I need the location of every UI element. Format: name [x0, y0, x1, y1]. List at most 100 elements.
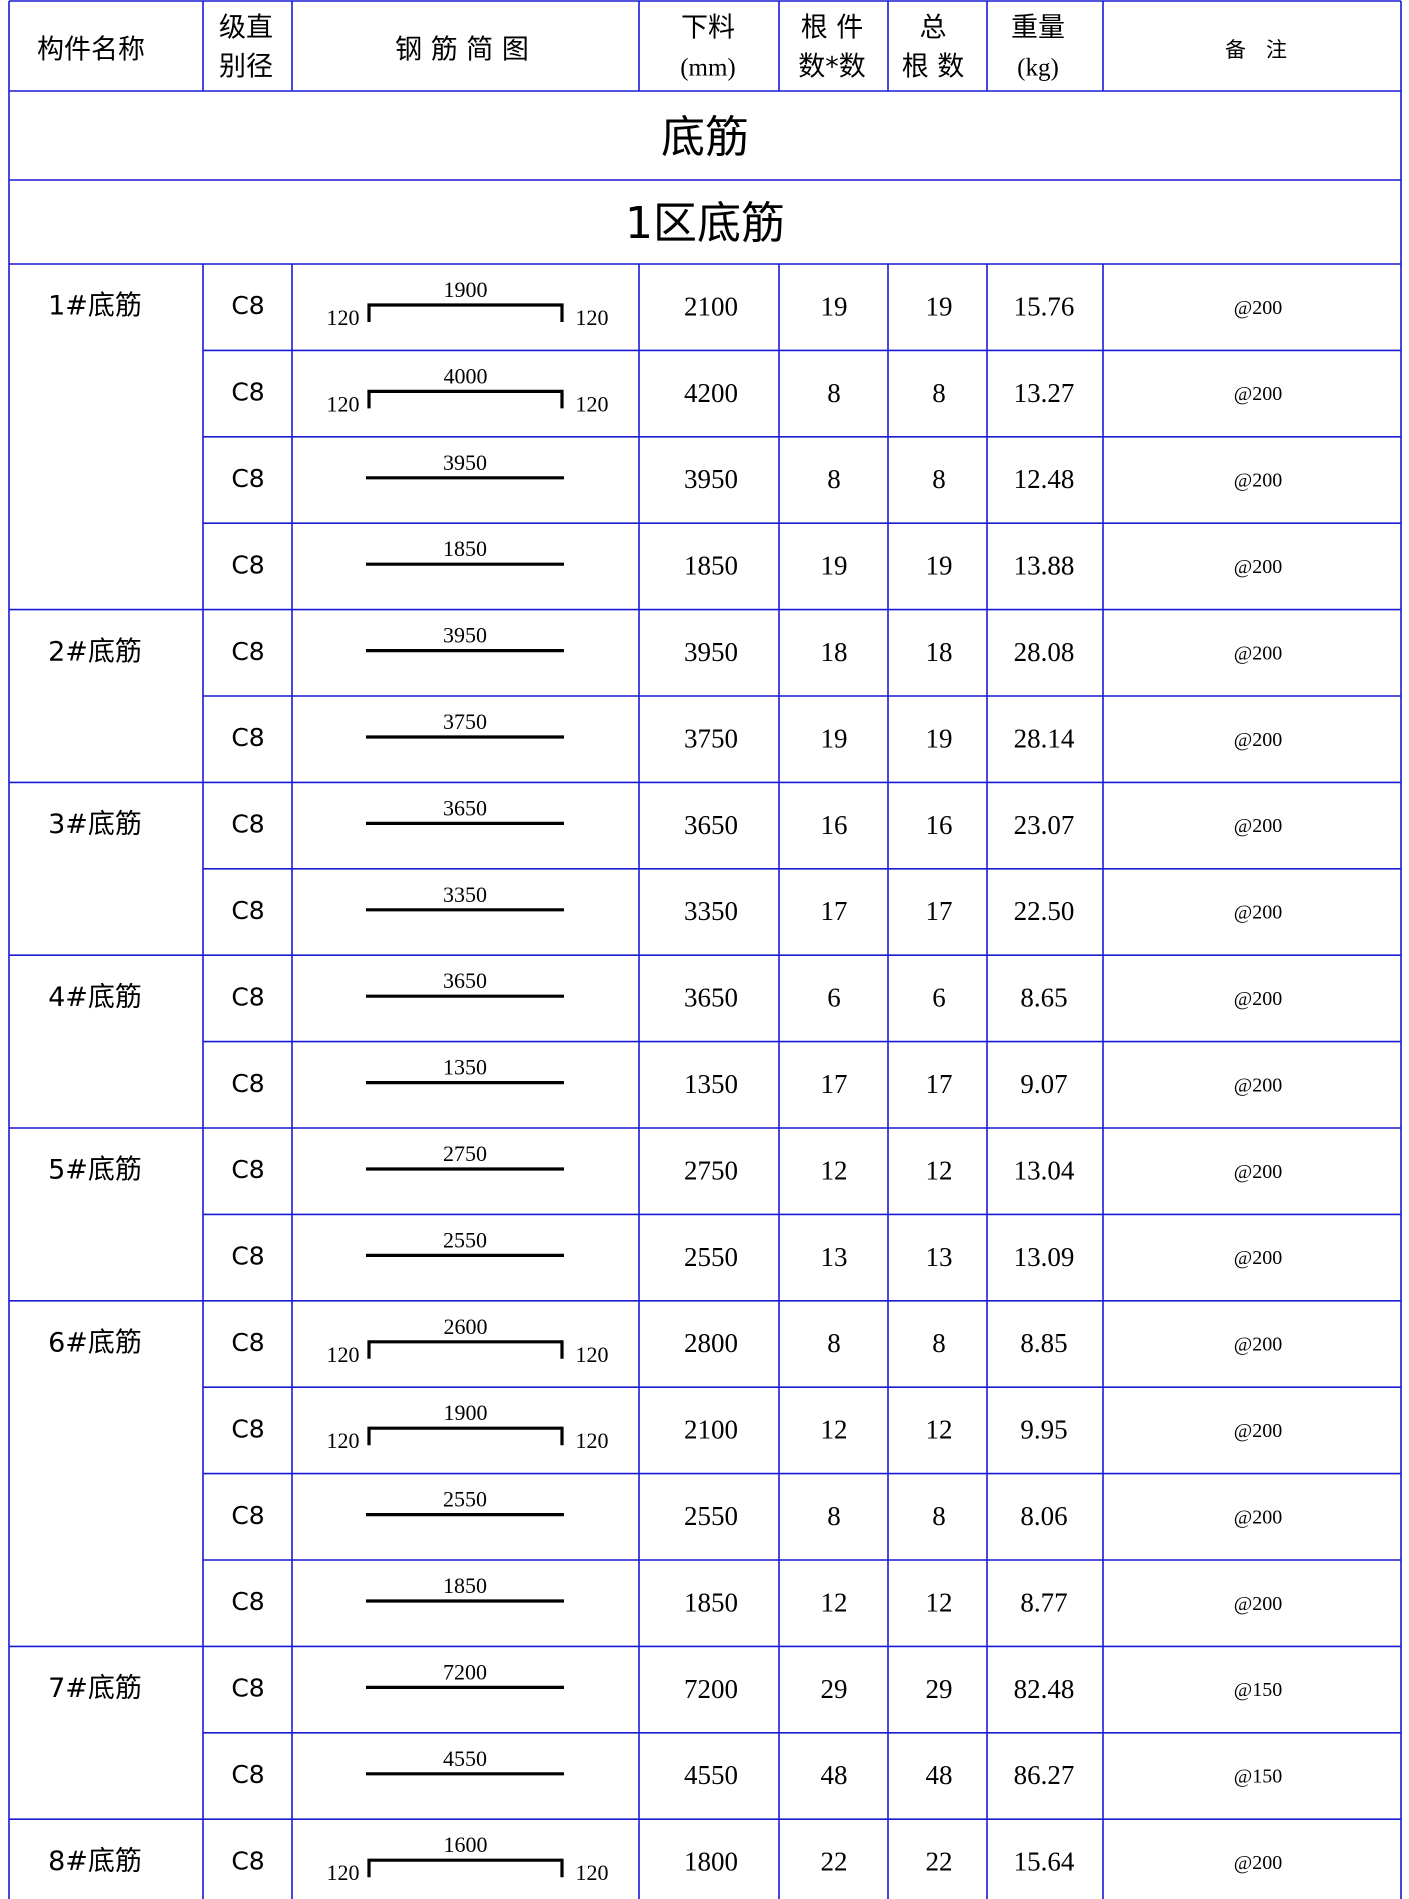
- weight-cell: 15.64: [1014, 1847, 1075, 1877]
- count-cell: 17: [821, 896, 848, 926]
- bar-length-label: 2750: [443, 1141, 487, 1166]
- table-row: C8 2100 19 19 15.76 @200 1900 120 120: [231, 277, 1282, 330]
- count-cell: 16: [821, 810, 848, 840]
- table-row: C8 4550 48 48 86.27 @150 4550: [231, 1746, 1282, 1790]
- table-row: C8 2800 8 8 8.85 @200 2600 120 120: [231, 1314, 1282, 1367]
- cut-length-cell: 2100: [684, 1415, 738, 1445]
- total-count-cell: 12: [926, 1587, 953, 1617]
- weight-cell: 86.27: [1014, 1760, 1075, 1790]
- total-count-cell: 16: [926, 810, 953, 840]
- weight-cell: 28.08: [1014, 637, 1075, 667]
- weight-cell: 9.95: [1020, 1415, 1067, 1445]
- grade-cell: C8: [231, 637, 264, 666]
- hook-right-label: 120: [576, 1860, 609, 1885]
- cut-length-cell: 3950: [684, 464, 738, 494]
- weight-cell: 9.07: [1020, 1069, 1067, 1099]
- cut-length-cell: 4200: [684, 378, 738, 408]
- table-row: C8 2550 8 8 8.06 @200 2550: [231, 1487, 1282, 1531]
- group-name: 8#底筋: [48, 1846, 142, 1877]
- rebar-sketch: 3650: [366, 795, 564, 826]
- rebar-sketch: 3950: [366, 623, 564, 653]
- weight-cell: 8.85: [1020, 1328, 1067, 1358]
- rebar-sketch: 1850: [366, 536, 564, 566]
- rebar-sketch: 3350: [366, 882, 564, 912]
- hook-right-label: 120: [576, 1428, 609, 1453]
- hooked-bar-shape: [367, 1426, 564, 1446]
- header-count-bottom: 数*数: [798, 52, 866, 83]
- hook-right-label: 120: [576, 305, 609, 330]
- weight-cell: 13.88: [1014, 551, 1075, 581]
- table-row: C8 3350 17 17 22.50 @200 3350: [231, 882, 1282, 926]
- hook-left-label: 120: [327, 305, 360, 330]
- bar-length-label: 2550: [443, 1227, 487, 1252]
- note-cell: @200: [1234, 1161, 1282, 1183]
- note-cell: @200: [1234, 1247, 1282, 1269]
- table-row: C8 2550 13 13 13.09 @200 2550: [231, 1227, 1282, 1271]
- rebar-sketch: 1900 120 120: [327, 277, 609, 330]
- rebar-sketch: 4000 120 120: [327, 363, 609, 416]
- cut-length-cell: 2100: [684, 291, 738, 321]
- total-count-cell: 8: [932, 1328, 946, 1358]
- note-cell: @200: [1234, 815, 1282, 837]
- group-name: 5#底筋: [48, 1155, 142, 1186]
- rebar-schedule-table: 构件名称 级直 别径 钢 筋 简 图 下料 (mm) 根 件 数*数 总 根 数…: [8, 0, 1402, 1899]
- hooked-bar-shape: [367, 303, 564, 322]
- total-count-cell: 8: [932, 464, 946, 494]
- cut-length-cell: 1800: [684, 1847, 738, 1877]
- rebar-sketch: 2550: [366, 1227, 564, 1258]
- grade-cell: C8: [231, 810, 264, 839]
- cut-length-cell: 3650: [684, 983, 738, 1013]
- note-cell: @200: [1234, 1420, 1282, 1442]
- count-cell: 19: [821, 723, 848, 753]
- total-count-cell: 12: [926, 1415, 953, 1445]
- bar-length-label: 4550: [443, 1746, 487, 1771]
- note-cell: @200: [1234, 297, 1282, 319]
- group-name: 2#底筋: [48, 636, 142, 667]
- note-cell: @150: [1234, 1679, 1282, 1701]
- group-name: 3#底筋: [48, 809, 142, 840]
- cut-length-cell: 3750: [684, 723, 738, 753]
- weight-cell: 13.09: [1014, 1242, 1075, 1272]
- weight-cell: 82.48: [1014, 1674, 1075, 1704]
- weight-cell: 8.65: [1020, 983, 1067, 1013]
- bar-length-label: 1850: [443, 536, 487, 561]
- grade-cell: C8: [231, 1242, 264, 1271]
- grade-cell: C8: [231, 1587, 264, 1616]
- rebar-sketch: 1600 120 120: [327, 1832, 609, 1885]
- total-count-cell: 8: [932, 1501, 946, 1531]
- group-name: 1#底筋: [48, 291, 142, 322]
- count-cell: 6: [827, 983, 841, 1013]
- group-name: 4#底筋: [48, 982, 142, 1013]
- count-cell: 22: [821, 1847, 848, 1877]
- hook-right-label: 120: [576, 391, 609, 416]
- header-cut-bottom: (mm): [680, 55, 736, 82]
- header-name: 构件名称: [37, 35, 145, 66]
- hooked-bar-shape: [367, 1858, 564, 1878]
- total-count-cell: 19: [926, 291, 953, 321]
- grade-cell: C8: [231, 1069, 264, 1098]
- weight-cell: 12.48: [1014, 464, 1075, 494]
- count-cell: 19: [821, 291, 848, 321]
- hook-right-label: 120: [576, 1342, 609, 1367]
- cut-length-cell: 3950: [684, 637, 738, 667]
- bar-length-label: 7200: [443, 1659, 487, 1684]
- total-count-cell: 29: [926, 1674, 953, 1704]
- cut-length-cell: 7200: [684, 1674, 738, 1704]
- section-title: 底筋: [661, 112, 749, 163]
- rebar-sketch: 1350: [366, 1055, 564, 1085]
- weight-cell: 13.04: [1014, 1155, 1075, 1185]
- table-grid: [8, 0, 1402, 1899]
- grade-cell: C8: [231, 982, 264, 1011]
- cut-length-cell: 2550: [684, 1242, 738, 1272]
- table-row: C8 1850 12 12 8.77 @200 1850: [231, 1573, 1282, 1617]
- header-weight-bottom: (kg): [1017, 55, 1059, 82]
- header-total-bottom: 根 数: [902, 52, 965, 83]
- note-cell: @200: [1234, 556, 1282, 578]
- bar-length-label: 3950: [443, 623, 487, 648]
- grade-cell: C8: [231, 723, 264, 752]
- cut-length-cell: 1850: [684, 551, 738, 581]
- table-row: C8 3950 18 18 28.08 @200 3950: [231, 623, 1282, 667]
- hooked-bar-shape: [367, 389, 564, 409]
- note-cell: @200: [1234, 729, 1282, 751]
- note-cell: @200: [1234, 470, 1282, 492]
